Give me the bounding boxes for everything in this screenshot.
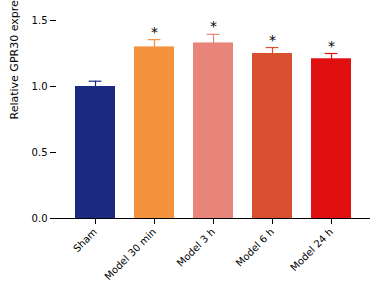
- svg-text:Model 30 min: Model 30 min: [102, 226, 158, 282]
- svg-text:Model 3 h: Model 3 h: [175, 226, 217, 268]
- svg-text:Model 6 h: Model 6 h: [234, 226, 276, 268]
- svg-text:1.0: 1.0: [32, 81, 48, 92]
- svg-text:0.5: 0.5: [32, 147, 48, 158]
- svg-text:*: *: [269, 32, 276, 48]
- svg-text:*: *: [151, 24, 158, 40]
- svg-text:*: *: [210, 18, 217, 34]
- svg-text:1.5: 1.5: [32, 15, 48, 26]
- svg-text:0.0: 0.0: [32, 213, 48, 224]
- svg-text:Relative GPR30 expression: Relative GPR30 expression: [8, 0, 21, 120]
- svg-text:Model 24 h: Model 24 h: [288, 226, 335, 273]
- svg-text:Sham: Sham: [71, 226, 99, 254]
- svg-text:*: *: [328, 38, 335, 54]
